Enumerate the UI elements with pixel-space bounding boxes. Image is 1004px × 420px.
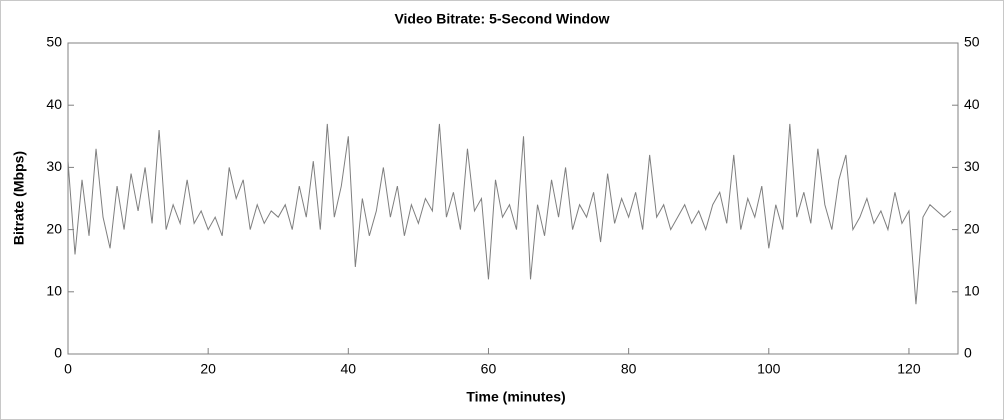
plot-area (67, 42, 959, 355)
y-tick-label: 50 (46, 34, 62, 50)
y2-tick-label: 40 (964, 96, 980, 112)
x-tick-label: 100 (757, 361, 781, 377)
x-tick-label: 20 (200, 361, 216, 377)
y-tick-label: 10 (46, 283, 62, 299)
y2-tick-label: 10 (964, 283, 980, 299)
x-tick-label: 60 (481, 361, 497, 377)
chart-title: Video Bitrate: 5-Second Window (394, 11, 609, 27)
y-tick-label: 40 (46, 96, 62, 112)
y2-tick-label: 50 (964, 34, 980, 50)
y-axis-label: Bitrate (Mbps) (11, 151, 27, 245)
x-tick-label: 40 (341, 361, 357, 377)
y2-tick-label: 0 (964, 345, 972, 361)
x-tick-label: 120 (897, 361, 921, 377)
x-tick-label: 0 (64, 361, 72, 377)
x-tick-label: 80 (621, 361, 637, 377)
y-tick-label: 30 (46, 158, 62, 174)
data-line (67, 123, 952, 305)
x-axis-label: Time (minutes) (466, 389, 565, 405)
y-tick-label: 0 (54, 345, 62, 361)
y2-tick-label: 30 (964, 158, 980, 174)
y2-tick-label: 20 (964, 220, 980, 236)
y-tick-label: 20 (46, 220, 62, 236)
